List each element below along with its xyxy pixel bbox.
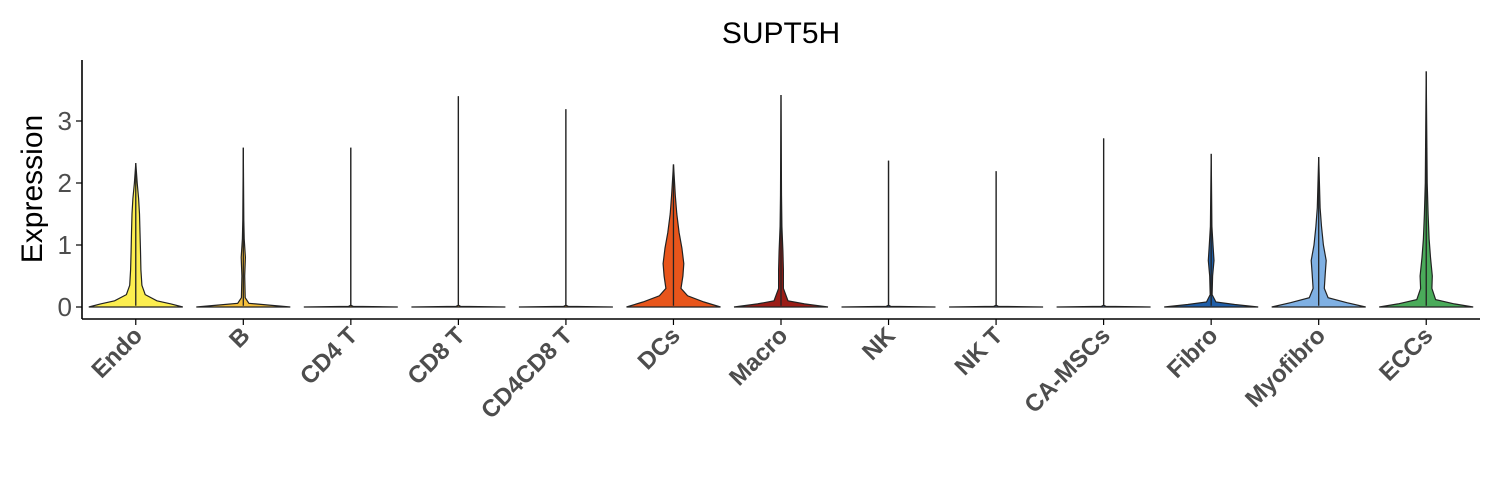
x-tick-label-macro: Macro [724,322,793,391]
y-tick-label: 0 [58,292,72,322]
x-tick-label-cd4-t: CD4 T [295,322,363,390]
y-tick-label: 2 [58,168,72,198]
x-tick-label-dcs: DCs [633,322,686,375]
y-tick-label: 1 [58,230,72,260]
x-tick-label-cd8-t: CD8 T [403,322,471,390]
axes: 0 1 2 3 Endo B CD4 T CD8 T CD4CD8 T DCs Macro NK NK … [58,60,1480,424]
x-tick-label-fibro: Fibro [1162,322,1224,384]
y-axis-label: Expression [16,115,49,263]
violin-group [88,71,1474,308]
chart-title: SUPT5H [722,17,840,50]
x-tick-label-cd4cd8-t: CD4CD8 T [476,322,578,424]
y-tick-label: 3 [58,106,72,136]
x-tick-label-myofibro: Myofibro [1240,322,1331,413]
x-tick-label-endo: Endo [86,322,148,384]
x-tick-label-ca-mscs: CA-MSCs [1019,322,1115,418]
x-tick-label-b: B [224,322,255,353]
x-tick-label-eccs: ECCs [1374,322,1438,386]
x-tick-label-nk-t: NK T [950,322,1009,381]
x-tick-label-nk: NK [857,322,901,366]
